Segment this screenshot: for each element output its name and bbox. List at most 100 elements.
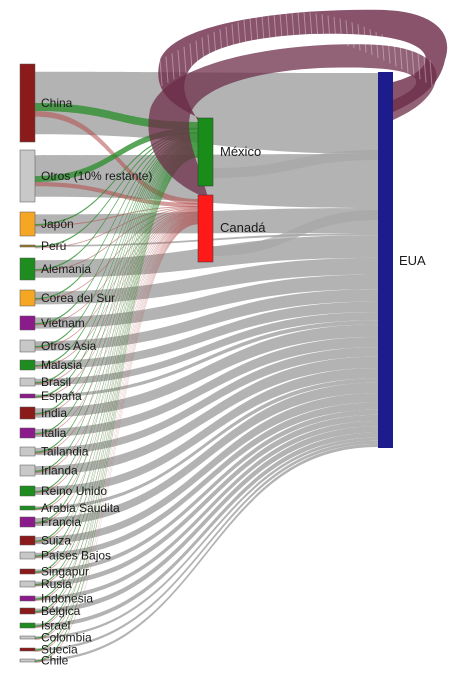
flow-corea-del-sur-eua (35, 257, 378, 305)
node-vietnam (19, 315, 36, 331)
loop-stripe (285, 12, 289, 39)
flow-israel-eua (35, 432, 378, 628)
flow-francia-canada (35, 216, 198, 525)
loop-stripe (213, 31, 217, 58)
loop-stripe (351, 22, 355, 49)
loop-stripe (405, 46, 409, 73)
loop-stripe (249, 18, 253, 45)
label-otros-10-restante: Otros (10% restante) (41, 169, 152, 183)
label-irlanda: Irlanda (41, 464, 78, 478)
loop-stripe (291, 11, 295, 39)
loop-stripe (183, 46, 187, 73)
flow-italia-canada (35, 213, 198, 436)
flow-irlanda-eua (35, 356, 378, 475)
flow-belgica-eua (35, 426, 378, 614)
loop-stripe (165, 56, 169, 83)
label-malasia: Malasia (41, 358, 83, 372)
loop-stripe (273, 13, 277, 40)
node-otros-asia (19, 339, 36, 353)
label-japon: Japón (41, 217, 74, 231)
flow-otros-10-restante-canada (35, 182, 198, 208)
loop-stripe (201, 37, 205, 64)
node-singapur (19, 568, 36, 575)
flow-brasil-eua (35, 311, 378, 386)
flow-japon-canada (35, 206, 198, 227)
label-brasil: Brasil (41, 375, 71, 389)
label-suiza: Suiza (41, 534, 71, 548)
node-corea-del-sur (19, 289, 36, 307)
node-mexico (197, 117, 214, 187)
node-tailandia (19, 446, 36, 457)
flow-chile-canada (35, 223, 198, 663)
loop-stripe (423, 56, 427, 83)
label-rusia: Rusia (41, 577, 72, 591)
flow-india-eua (35, 324, 378, 418)
flow-suecia-mexico (35, 155, 198, 651)
label-canada: Canadá (220, 220, 266, 235)
flow-otros-10-restante-mexico (35, 127, 198, 182)
node-malasia (19, 359, 36, 371)
label-espana: España (41, 389, 82, 403)
node-irlanda (19, 464, 36, 477)
loop-stripe (171, 53, 175, 80)
loop-stripe (429, 59, 433, 87)
flow-otros-asia-mexico (35, 136, 198, 348)
label-reino-unido: Reino Unido (41, 484, 107, 498)
label-mexico: México (220, 144, 261, 159)
label-singapur: Singapur (41, 565, 89, 579)
loop-stripe (411, 49, 415, 77)
flow-reino-unido-mexico (35, 144, 198, 493)
flow-paises-bajos-eua (35, 402, 378, 559)
loop-stripe (303, 12, 307, 39)
flow-vietnam-mexico (35, 135, 198, 325)
flow-alemania-canada (35, 207, 198, 272)
node-francia (19, 516, 36, 528)
loop-stripe (399, 43, 403, 70)
flow-indonesia-eua (35, 421, 378, 601)
label-belgica: Bélgica (41, 604, 81, 618)
flow-singapur-mexico (35, 149, 198, 573)
flow-arabia-saudita-eua (35, 378, 378, 510)
loop-stripe (237, 22, 241, 49)
flow-israel-canada (35, 221, 198, 628)
flow-india-canada (35, 212, 198, 416)
flow-vietnam-canada (35, 208, 198, 326)
flow-peru-mexico (35, 132, 198, 248)
loop-stripe (345, 20, 349, 47)
flow-rusia-mexico (35, 150, 198, 586)
node-espana (19, 393, 36, 399)
flow-otros-asia-eua (35, 289, 378, 351)
node-indonesia (19, 595, 36, 602)
label-colombia: Colombia (41, 631, 92, 645)
flow-rusia-eua (35, 414, 378, 587)
node-chile (19, 658, 36, 663)
flow-china-eua (35, 71, 378, 155)
label-arabia-saudita: Arabia Saudita (41, 501, 120, 515)
label-italia: Italia (41, 426, 67, 440)
flow-corea-del-sur-canada (35, 208, 198, 301)
loop-stripe (309, 12, 313, 39)
label-corea-del-sur: Corea del Sur (41, 291, 115, 305)
mexico-canada-to-eua-loop (148, 9, 448, 216)
flow-suecia-canada (35, 222, 198, 652)
loop-band-mexico-eua (158, 9, 448, 151)
loop-stripe (297, 11, 301, 39)
label-indonesia: Indonesia (41, 592, 93, 606)
node-otros-10-restante (19, 149, 36, 203)
loop-stripe (225, 26, 229, 53)
flow-colombia-canada (35, 222, 198, 640)
flow-francia-eua (35, 382, 378, 526)
flow-chile-eua (35, 443, 378, 662)
label-eua: EUA (399, 253, 426, 268)
flow-irlanda-mexico (35, 143, 198, 472)
flow-espana-eua (35, 320, 378, 398)
loop-stripe (393, 40, 397, 67)
flow-corea-del-sur-mexico (35, 134, 198, 300)
flow-india-mexico (35, 140, 198, 415)
flow-francia-mexico (35, 146, 198, 524)
loop-stripe (321, 14, 325, 41)
mexico-canada-outflows (213, 150, 378, 256)
flow-colombia-eua (35, 437, 378, 639)
flow-suiza-canada (35, 217, 198, 543)
